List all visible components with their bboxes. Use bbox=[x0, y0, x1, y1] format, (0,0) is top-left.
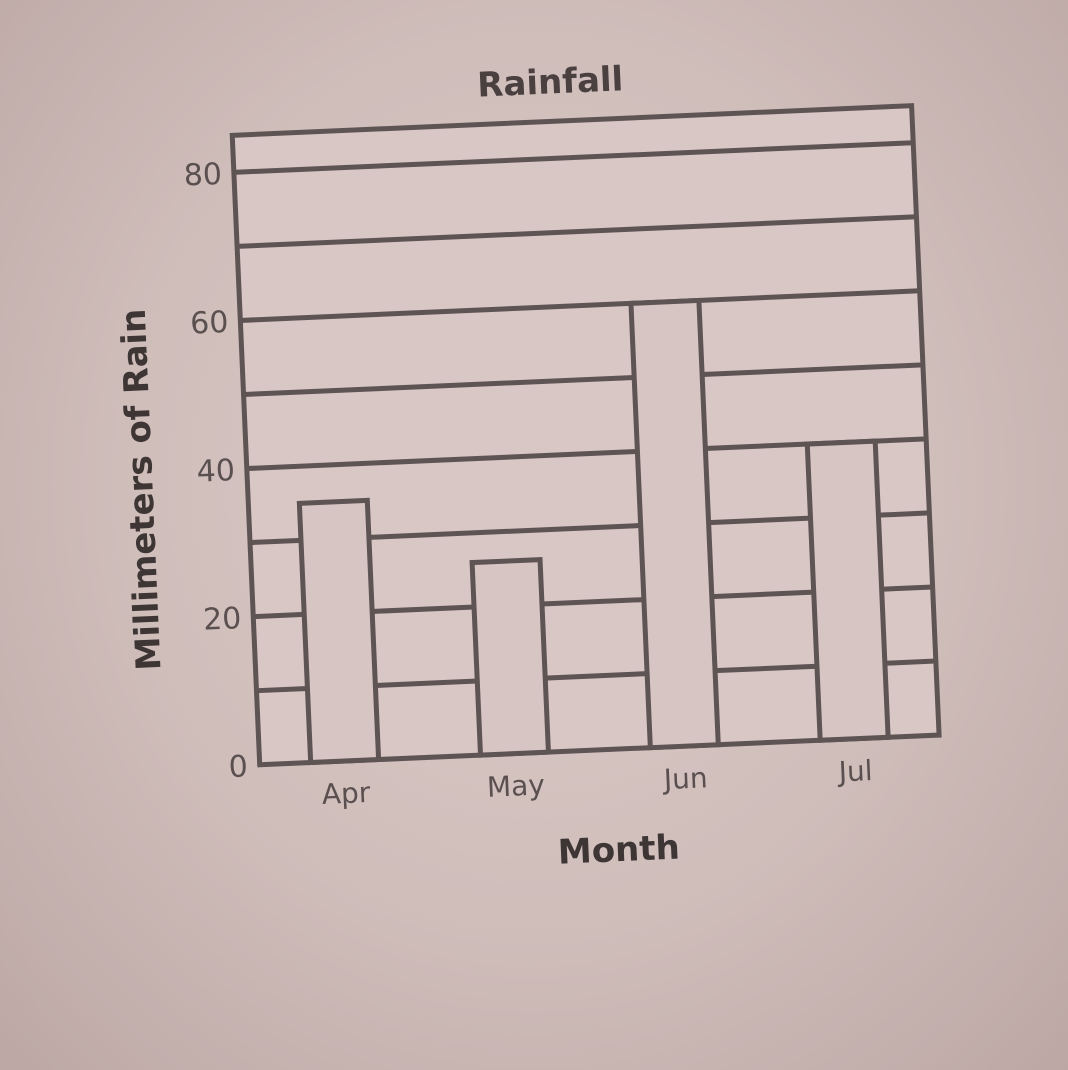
plot-frame bbox=[229, 103, 942, 768]
grid-line bbox=[702, 362, 924, 377]
grid-line bbox=[249, 537, 302, 546]
grid-line bbox=[878, 510, 930, 518]
y-axis-title: Millimeters of Rain bbox=[114, 308, 170, 671]
y-tick-label: 0 bbox=[228, 749, 249, 785]
y-tick-label: 40 bbox=[196, 453, 236, 490]
bar-jul bbox=[804, 438, 891, 743]
grid-line bbox=[708, 515, 811, 526]
y-axis-ticks: 0 20 40 60 80 bbox=[183, 157, 249, 785]
x-tick-label: Jun bbox=[661, 761, 708, 796]
grid-line bbox=[884, 658, 936, 666]
grid-line bbox=[541, 597, 644, 607]
grid-line bbox=[711, 589, 814, 600]
grid-line bbox=[233, 140, 914, 175]
grid-line bbox=[368, 523, 641, 540]
grid-line bbox=[372, 604, 475, 614]
x-axis-title: Month bbox=[557, 828, 680, 873]
grid-line bbox=[253, 611, 305, 620]
grid-line bbox=[240, 288, 920, 323]
bar-apr bbox=[296, 497, 382, 766]
grid-line bbox=[256, 685, 308, 694]
grid-lines bbox=[233, 140, 936, 694]
plot-area bbox=[229, 103, 942, 768]
grid-line bbox=[243, 374, 635, 397]
grid-line bbox=[375, 678, 478, 688]
x-tick-label: Apr bbox=[321, 776, 371, 811]
x-axis-ticks: Apr May Jun Jul bbox=[321, 754, 873, 811]
bar-may bbox=[469, 556, 552, 758]
grid-line bbox=[545, 671, 648, 681]
bars bbox=[296, 297, 891, 766]
x-tick-label: Jul bbox=[836, 754, 873, 789]
chart-title: Rainfall bbox=[476, 59, 624, 105]
y-tick-label: 60 bbox=[189, 305, 229, 342]
bar-jun bbox=[628, 297, 721, 751]
grid-line bbox=[236, 214, 917, 249]
y-tick-label: 20 bbox=[202, 601, 242, 638]
grid-line bbox=[246, 448, 638, 472]
grid-line bbox=[714, 663, 818, 674]
x-tick-label: May bbox=[486, 768, 545, 803]
y-tick-label: 80 bbox=[183, 157, 223, 194]
grid-line bbox=[881, 584, 933, 592]
